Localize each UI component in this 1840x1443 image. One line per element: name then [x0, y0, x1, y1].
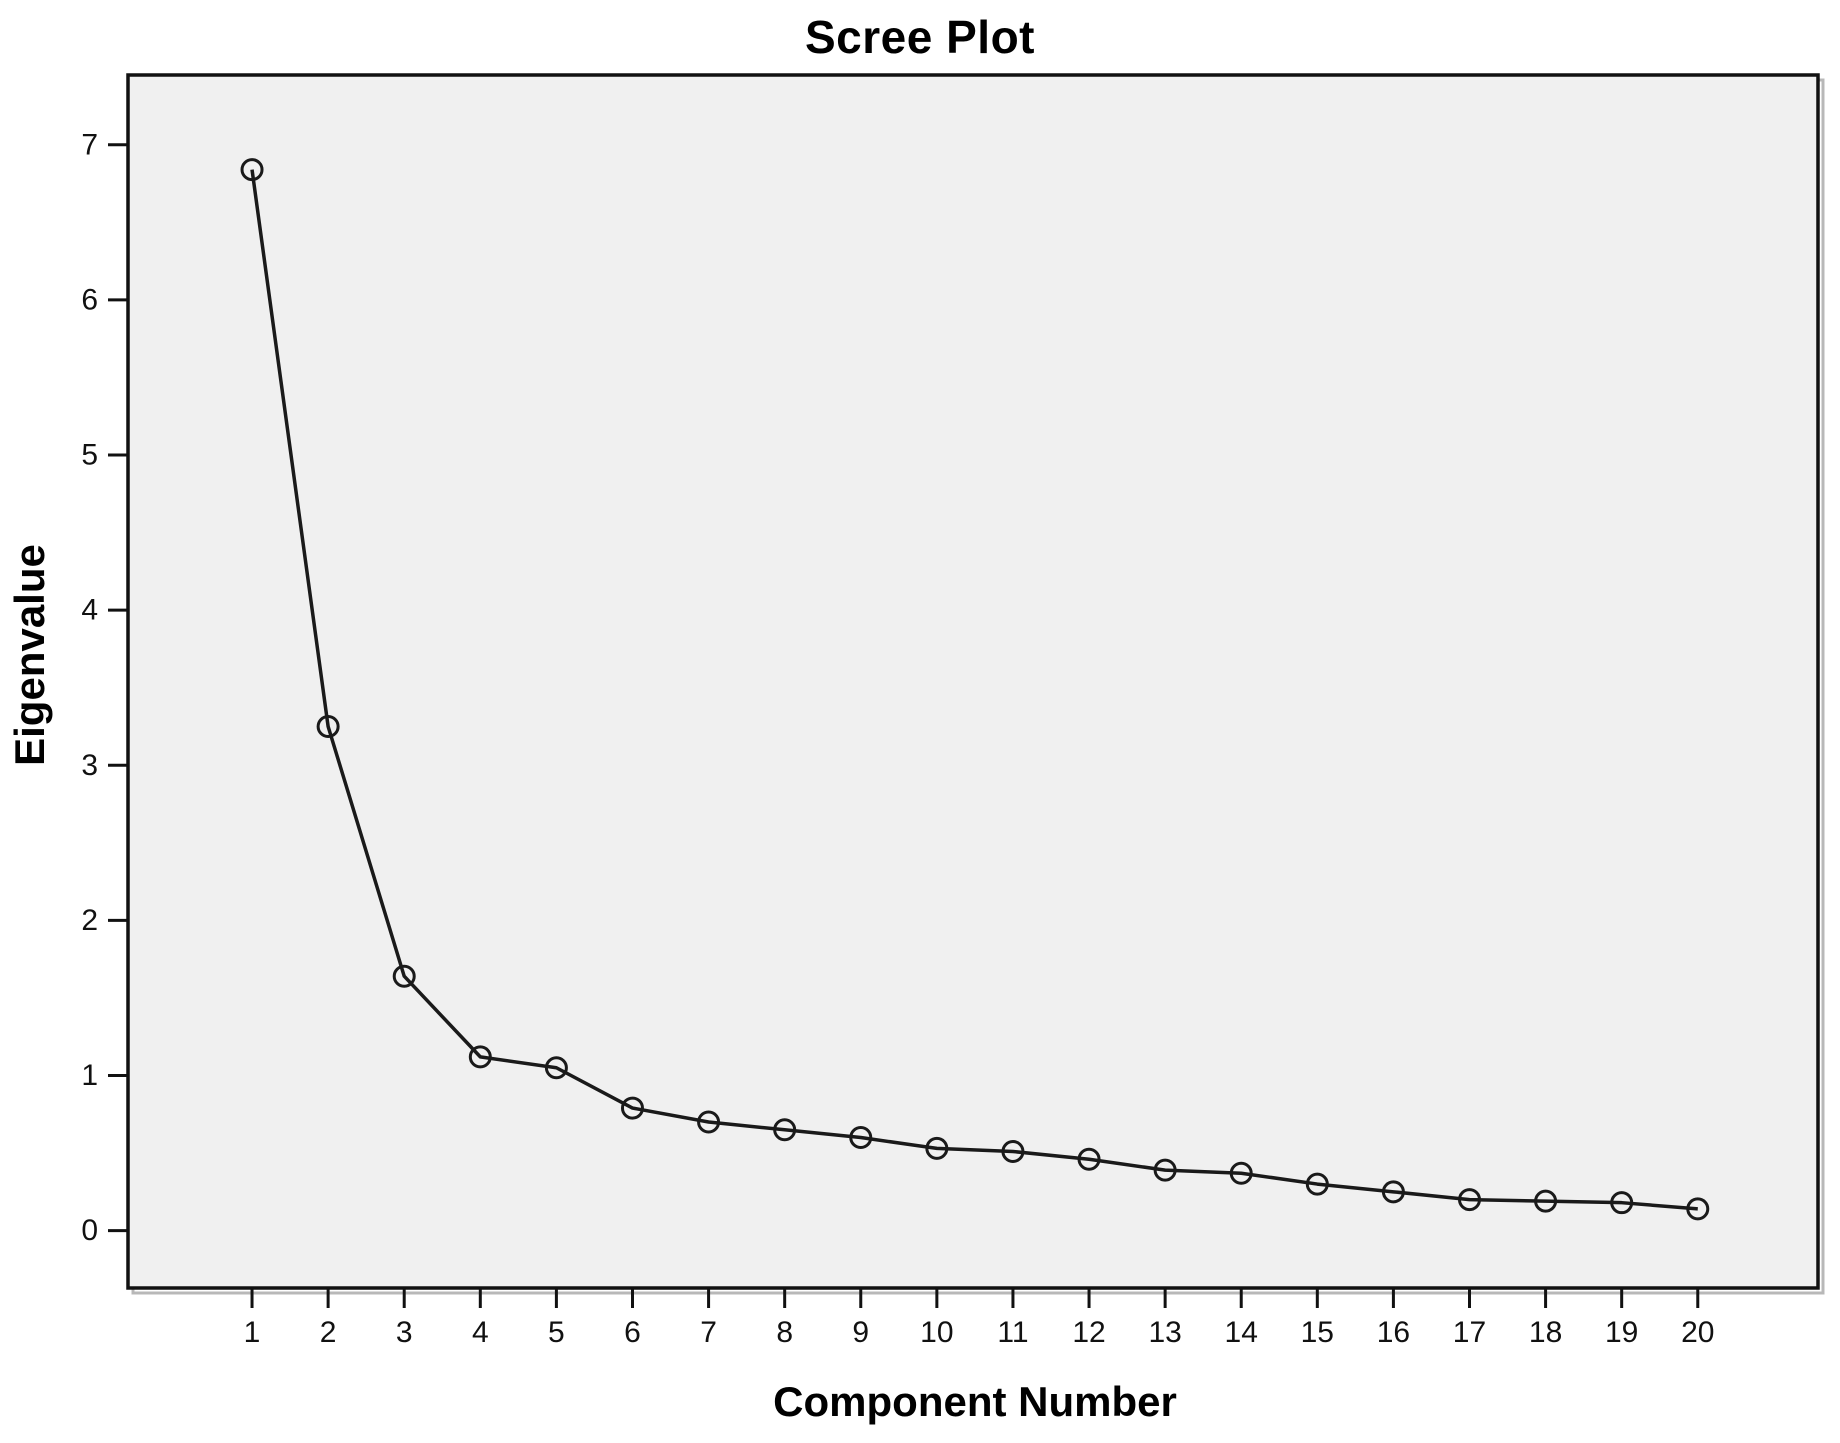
- x-tick-label: 11: [997, 1316, 1028, 1349]
- x-tick-label: 18: [1529, 1316, 1562, 1349]
- y-tick-label: 5: [81, 439, 98, 472]
- data-point-4: [468, 1045, 492, 1069]
- x-tick-label: 9: [852, 1316, 869, 1349]
- data-point-12: [1077, 1147, 1101, 1171]
- x-tick-label: 2: [320, 1316, 337, 1349]
- x-tick-label: 20: [1681, 1316, 1714, 1349]
- x-axis-label: Component Number: [773, 1378, 1177, 1425]
- data-point-17: [1457, 1188, 1481, 1212]
- x-tick-label: 1: [244, 1316, 261, 1349]
- x-tick-label: 15: [1301, 1316, 1334, 1349]
- y-tick-label: 1: [81, 1059, 98, 1092]
- data-point-11: [1001, 1139, 1025, 1163]
- data-point-18: [1534, 1189, 1558, 1213]
- x-tick-label: 7: [700, 1316, 717, 1349]
- x-tick-label: 3: [396, 1316, 413, 1349]
- x-tick-label: 5: [548, 1316, 565, 1349]
- y-tick-label: 6: [81, 283, 98, 316]
- data-point-3: [392, 964, 416, 988]
- series-line: [250, 169, 1698, 1211]
- data-point-9: [849, 1126, 873, 1150]
- data-point-16: [1381, 1180, 1405, 1204]
- x-tick-label: 4: [472, 1316, 489, 1349]
- data-point-6: [620, 1096, 644, 1120]
- x-tick-label: 17: [1453, 1316, 1486, 1349]
- data-point-14: [1229, 1161, 1253, 1185]
- plot-frame: [126, 73, 1820, 1290]
- x-tick-label: 8: [776, 1316, 793, 1349]
- data-point-8: [773, 1118, 797, 1142]
- x-tick-label: 12: [1072, 1316, 1105, 1349]
- y-tick-label: 2: [81, 904, 98, 937]
- x-tick-label: 19: [1605, 1316, 1638, 1349]
- data-point-19: [1610, 1191, 1634, 1215]
- chart-title: Scree Plot: [805, 11, 1035, 63]
- x-tick-label: 14: [1225, 1316, 1258, 1349]
- data-point-13: [1153, 1158, 1177, 1182]
- y-tick-label: 0: [81, 1214, 98, 1247]
- data-point-15: [1305, 1172, 1329, 1196]
- x-tick-label: 6: [624, 1316, 641, 1349]
- data-point-20: [1686, 1197, 1710, 1221]
- y-tick-label: 7: [81, 128, 98, 161]
- data-point-10: [925, 1136, 949, 1160]
- x-tick-label: 16: [1377, 1316, 1410, 1349]
- data-point-7: [697, 1110, 721, 1134]
- y-tick-label: 4: [81, 594, 98, 627]
- y-tick-label: 3: [81, 749, 98, 782]
- data-point-2: [316, 714, 340, 738]
- data-point-1: [240, 158, 264, 182]
- x-tick-label: 13: [1148, 1316, 1181, 1349]
- x-tick-label: 10: [920, 1316, 953, 1349]
- data-point-5: [544, 1056, 568, 1080]
